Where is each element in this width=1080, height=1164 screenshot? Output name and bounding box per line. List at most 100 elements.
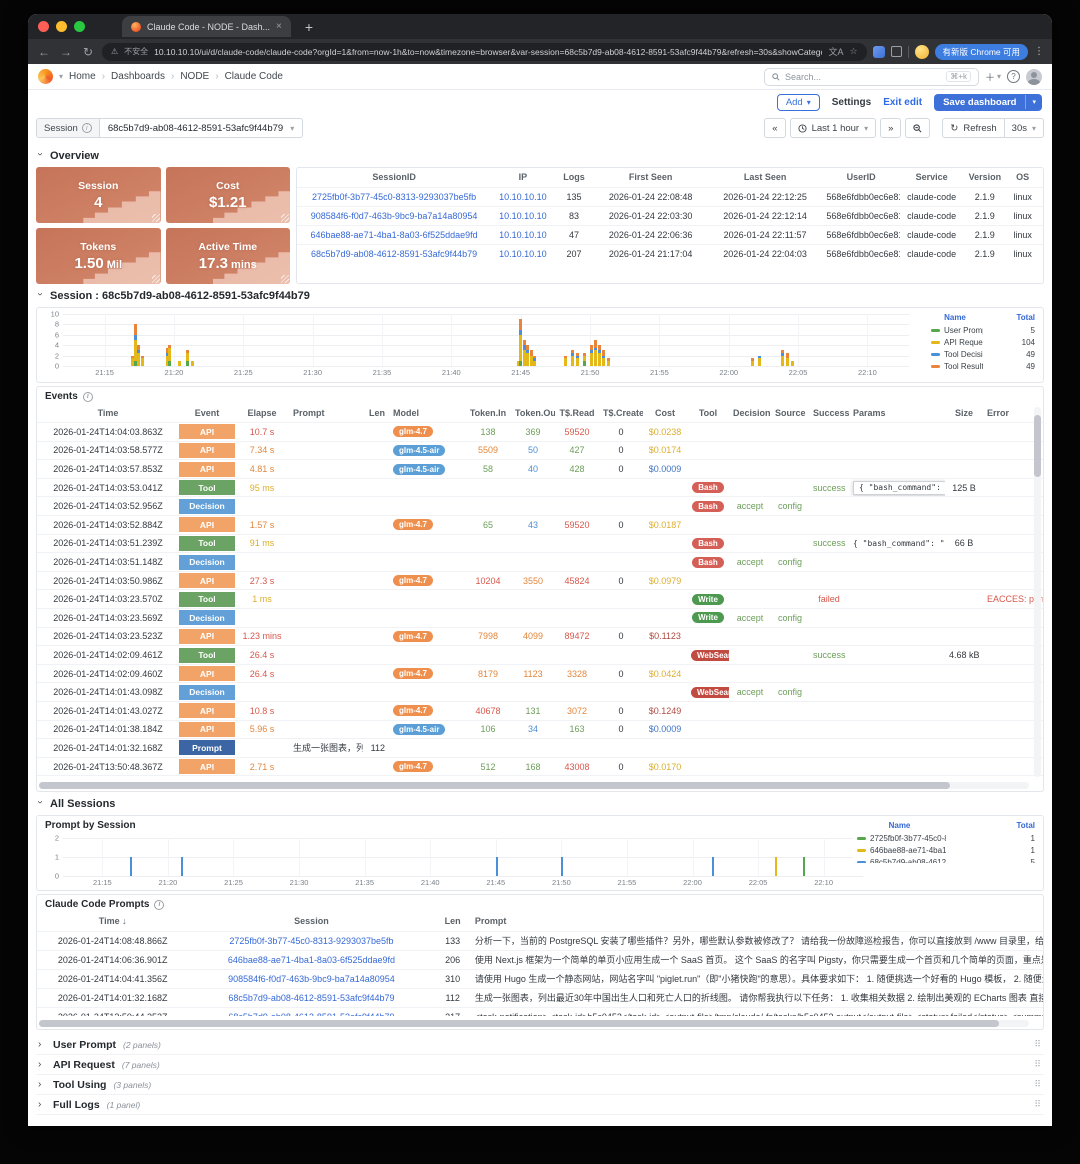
- translate-icon[interactable]: 文A: [828, 47, 844, 57]
- user-avatar[interactable]: [1026, 68, 1042, 85]
- browser-menu-icon[interactable]: ⋮: [1034, 46, 1044, 57]
- dashboard-settings-button[interactable]: Settings: [831, 96, 872, 108]
- resize-handle-icon[interactable]: [281, 275, 289, 283]
- column-header[interactable]: Service: [915, 172, 948, 183]
- stat-panel-tokens[interactable]: Tokens 1.50 Mil: [36, 228, 161, 284]
- session-id-link[interactable]: 646bae88-ae71-4ba1-8a03-6f525ddae9fd: [310, 229, 478, 240]
- session-id-link[interactable]: 2725fb0f-3b77-45c0-8313-9293037be5fb: [229, 935, 394, 946]
- legend-item[interactable]: Tool Result 49: [927, 360, 1039, 372]
- column-header[interactable]: Len: [368, 408, 385, 419]
- chart-plot-area[interactable]: 0 1 2 21:15 21:20 21:25 21:30 21:35 21:40 21:45 21…: [55, 834, 863, 887]
- chrome-profile-avatar[interactable]: [914, 44, 929, 59]
- resize-handle-icon[interactable]: [151, 275, 160, 283]
- column-header[interactable]: Session: [294, 916, 329, 927]
- add-panel-button[interactable]: Add ▾: [776, 93, 820, 111]
- column-header[interactable]: IP: [518, 172, 528, 183]
- time-shift-forward-button[interactable]: »: [880, 118, 902, 138]
- drag-handle-icon[interactable]: ⠿: [1034, 1079, 1042, 1089]
- ip-link[interactable]: 10.10.10.10: [499, 191, 547, 202]
- column-header[interactable]: Source: [775, 408, 806, 419]
- legend-header[interactable]: Name: [944, 313, 966, 322]
- legend-header[interactable]: Total: [1016, 313, 1035, 322]
- tab-close-icon[interactable]: ×: [276, 21, 282, 32]
- chart-plot-area[interactable]: 0 2 4 6 8 10 21:15 21:20 21:25 21:30 21:35 21:40 21:…: [51, 310, 909, 377]
- column-header[interactable]: T$.Read: [559, 408, 595, 419]
- column-header[interactable]: Error: [987, 408, 1010, 419]
- stat-panel-cost[interactable]: Cost $1.21: [165, 167, 290, 223]
- column-header[interactable]: Cost: [655, 408, 675, 419]
- breadcrumb-item-home[interactable]: Home: [69, 71, 96, 82]
- zoom-out-button[interactable]: [905, 118, 931, 138]
- new-item-button[interactable]: ＋ ▾: [984, 72, 1001, 84]
- column-header[interactable]: First Seen: [628, 172, 673, 183]
- ip-link[interactable]: 10.10.10.10: [499, 229, 547, 240]
- resize-handle-icon[interactable]: [151, 214, 160, 222]
- org-switcher-caret[interactable]: ▾: [59, 72, 64, 81]
- session-id-link[interactable]: 908584f6-f0d7-463b-9bc9-ba7a14a80954: [310, 210, 478, 221]
- collapsed-section-user-prompt[interactable]: › User Prompt (2 panels) ⠿: [36, 1035, 1044, 1055]
- column-header[interactable]: Time: [97, 408, 119, 419]
- column-header[interactable]: Size: [954, 408, 973, 419]
- legend-item[interactable]: 646bae88-ae71-4ba1-8a03-6f525ddae9fd 1: [853, 844, 1039, 856]
- events-table-scroll-area[interactable]: Time Event Elapse Prompt Len Model Token.In Tok…: [37, 404, 1043, 778]
- session-id-link[interactable]: 68c5b7d9-ab08-4612-8591-53afc9f44b79: [311, 248, 478, 259]
- column-header[interactable]: Last Seen: [743, 172, 787, 183]
- resize-handle-icon[interactable]: [281, 214, 289, 222]
- events-vertical-scrollbar[interactable]: [1034, 407, 1041, 777]
- session-id-link[interactable]: 68c5b7d9-ab08-4612-8591-53afc9f44b79: [228, 1012, 394, 1016]
- chrome-update-pill[interactable]: 有新版 Chrome 可用: [934, 43, 1028, 60]
- events-horizontal-scrollbar[interactable]: [39, 782, 1029, 789]
- drag-handle-icon[interactable]: ⠿: [1034, 1039, 1042, 1049]
- column-header[interactable]: Len: [444, 916, 461, 927]
- forward-button[interactable]: →: [60, 44, 72, 59]
- browser-tab[interactable]: Claude Code - NODE - Dash... ×: [122, 16, 291, 37]
- window-zoom-button[interactable]: [74, 21, 85, 32]
- extensions-puzzle-icon[interactable]: [890, 46, 902, 57]
- chart-legend[interactable]: Name Total User Prompt5API Request104 Tool …: [927, 311, 1039, 377]
- window-minimize-button[interactable]: [56, 21, 67, 32]
- session-id-link[interactable]: 646bae88-ae71-4ba1-8a03-6f525ddae9fd: [227, 954, 396, 965]
- save-dropdown-caret[interactable]: ▾: [1025, 95, 1042, 109]
- stat-panel-session[interactable]: Session 4: [36, 167, 161, 223]
- column-header[interactable]: T$.Create: [603, 408, 643, 419]
- search-input[interactable]: Search... ⌘+k: [763, 67, 979, 86]
- drag-handle-icon[interactable]: ⠿: [1034, 1099, 1042, 1109]
- column-header[interactable]: Version: [968, 172, 1002, 183]
- refresh-interval-dropdown[interactable]: 30s ▾: [1004, 118, 1044, 138]
- legend-item[interactable]: User Prompt 5: [927, 324, 1039, 336]
- column-header[interactable]: SessionID: [372, 172, 416, 183]
- column-header[interactable]: Decision: [733, 408, 771, 419]
- session-id-link[interactable]: 908584f6-f0d7-463b-9bc9-ba7a14a80954: [228, 973, 395, 984]
- grafana-logo[interactable]: [38, 69, 53, 84]
- breadcrumb-item-claude-code[interactable]: Claude Code: [224, 71, 283, 82]
- prompts-horizontal-scrollbar[interactable]: [39, 1020, 1029, 1027]
- collapsed-section-tool-using[interactable]: › Tool Using (3 panels) ⠿: [36, 1075, 1044, 1095]
- time-shift-back-button[interactable]: «: [764, 118, 786, 138]
- legend-item[interactable]: API Request 104: [927, 336, 1039, 348]
- session-variable-dropdown[interactable]: Session i 68c5b7d9-ab08-4612-8591-53afc9f…: [36, 118, 304, 138]
- back-button[interactable]: ←: [38, 44, 50, 59]
- session-id-link[interactable]: 68c5b7d9-ab08-4612-8591-53afc9f44b79: [228, 992, 395, 1003]
- ip-link[interactable]: 10.10.10.10: [499, 210, 547, 221]
- column-header[interactable]: Model: [393, 408, 419, 419]
- reload-button[interactable]: ↻: [82, 44, 94, 59]
- address-bar[interactable]: ⚠ 不安全 10.10.10.10/ui/d/claude-code/claud…: [102, 42, 867, 61]
- column-header[interactable]: UserID: [846, 172, 876, 183]
- stat-panel-active-time[interactable]: Active Time 17.3 mins: [165, 228, 290, 284]
- column-header[interactable]: Logs: [563, 172, 585, 183]
- save-dashboard-button[interactable]: Save dashboard ▾: [934, 93, 1042, 111]
- chart-legend[interactable]: Name Total 2725fb0f-3b77-45c0-8313-9293037…: [853, 819, 1039, 863]
- column-header[interactable]: Prompt: [474, 916, 507, 927]
- column-header[interactable]: OS: [1016, 172, 1030, 183]
- prompts-table-scroll-area[interactable]: Time ↓ Session Len Prompt 2026-01-24T14:08:4…: [37, 912, 1043, 1016]
- section-all-sessions[interactable]: › All Sessions: [34, 798, 116, 810]
- column-header[interactable]: Tool: [698, 408, 718, 419]
- collapsed-section-full-logs[interactable]: › Full Logs (1 panel) ⠿: [36, 1095, 1044, 1115]
- legend-header[interactable]: Total: [1016, 821, 1035, 830]
- refresh-button[interactable]: ↻ Refresh: [942, 118, 1005, 138]
- extension-icon[interactable]: [872, 45, 885, 58]
- column-header[interactable]: Token.Out: [515, 408, 555, 419]
- help-icon[interactable]: ?: [1007, 70, 1020, 83]
- column-header[interactable]: Event: [194, 408, 220, 419]
- column-header[interactable]: OS Version: [1039, 168, 1043, 187]
